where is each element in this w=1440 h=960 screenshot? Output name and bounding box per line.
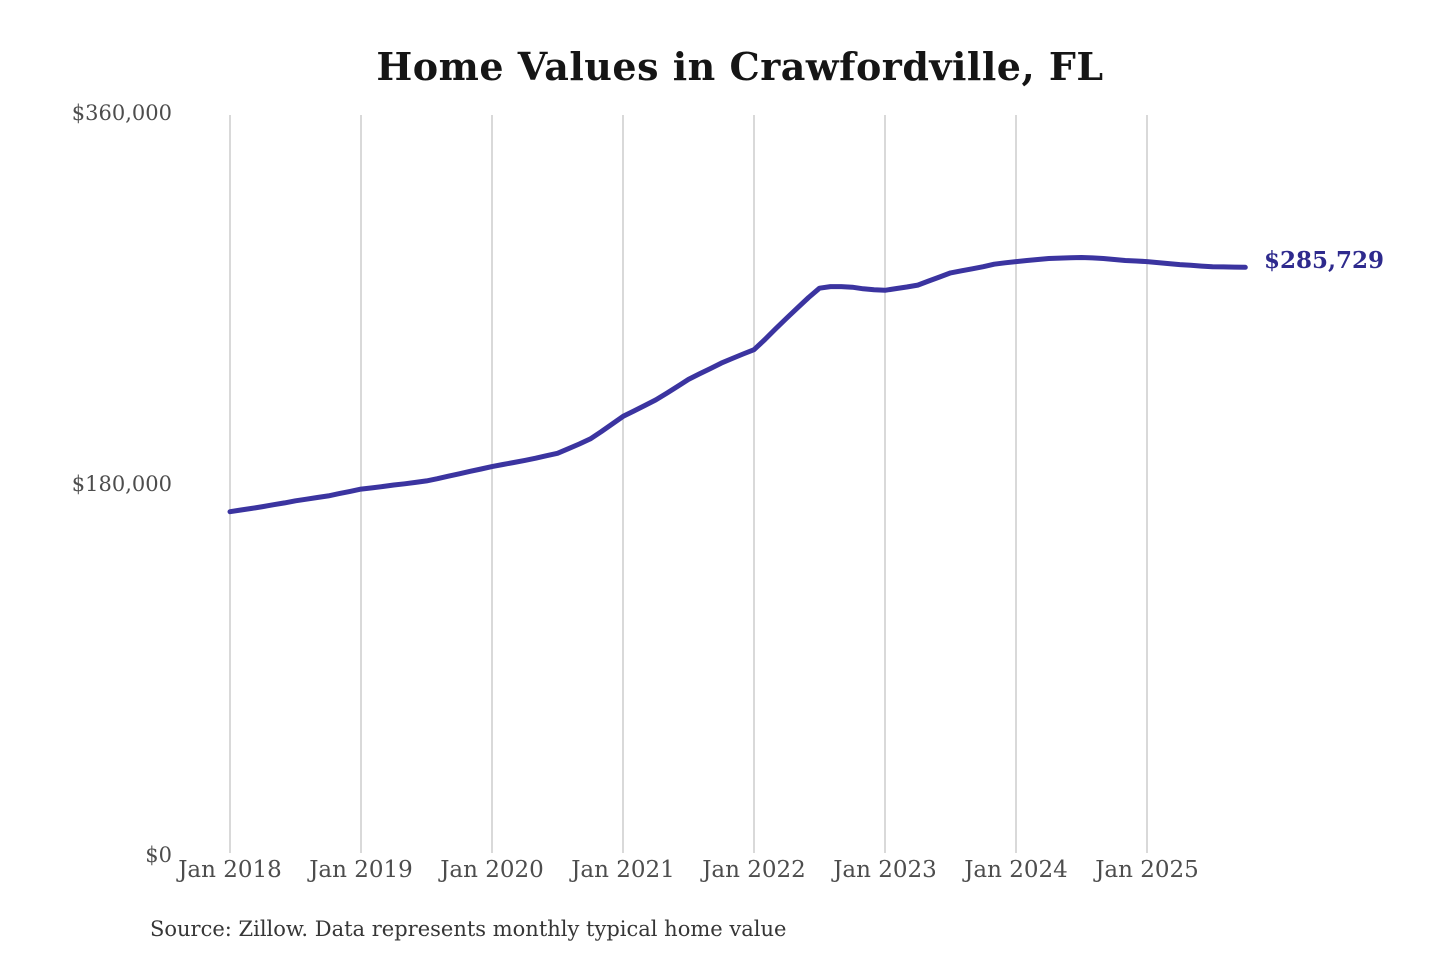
- y-axis-tick-180000: $180,000: [71, 472, 172, 496]
- x-axis-tick-jan-2022: Jan 2022: [702, 857, 806, 883]
- x-axis-tick-jan-2023: Jan 2023: [833, 857, 937, 883]
- y-axis-tick-0: $0: [145, 843, 172, 867]
- source-note: Source: Zillow. Data represents monthly …: [150, 917, 787, 941]
- x-axis-tick-jan-2025: Jan 2025: [1095, 857, 1199, 883]
- x-axis-tick-jan-2024: Jan 2024: [964, 857, 1068, 883]
- x-axis-tick-jan-2021: Jan 2021: [571, 857, 675, 883]
- series-line: [227, 255, 1248, 515]
- x-axis-tick-jan-2019: Jan 2019: [309, 857, 413, 883]
- y-axis-tick-360000: $360,000: [71, 101, 172, 125]
- chart-title: Home Values in Crawfordville, FL: [376, 44, 1104, 89]
- x-axis-tick-jan-2018: Jan 2018: [178, 857, 282, 883]
- latest-value-label: $285,729: [1264, 247, 1385, 274]
- x-axis-tick-jan-2020: Jan 2020: [440, 857, 544, 883]
